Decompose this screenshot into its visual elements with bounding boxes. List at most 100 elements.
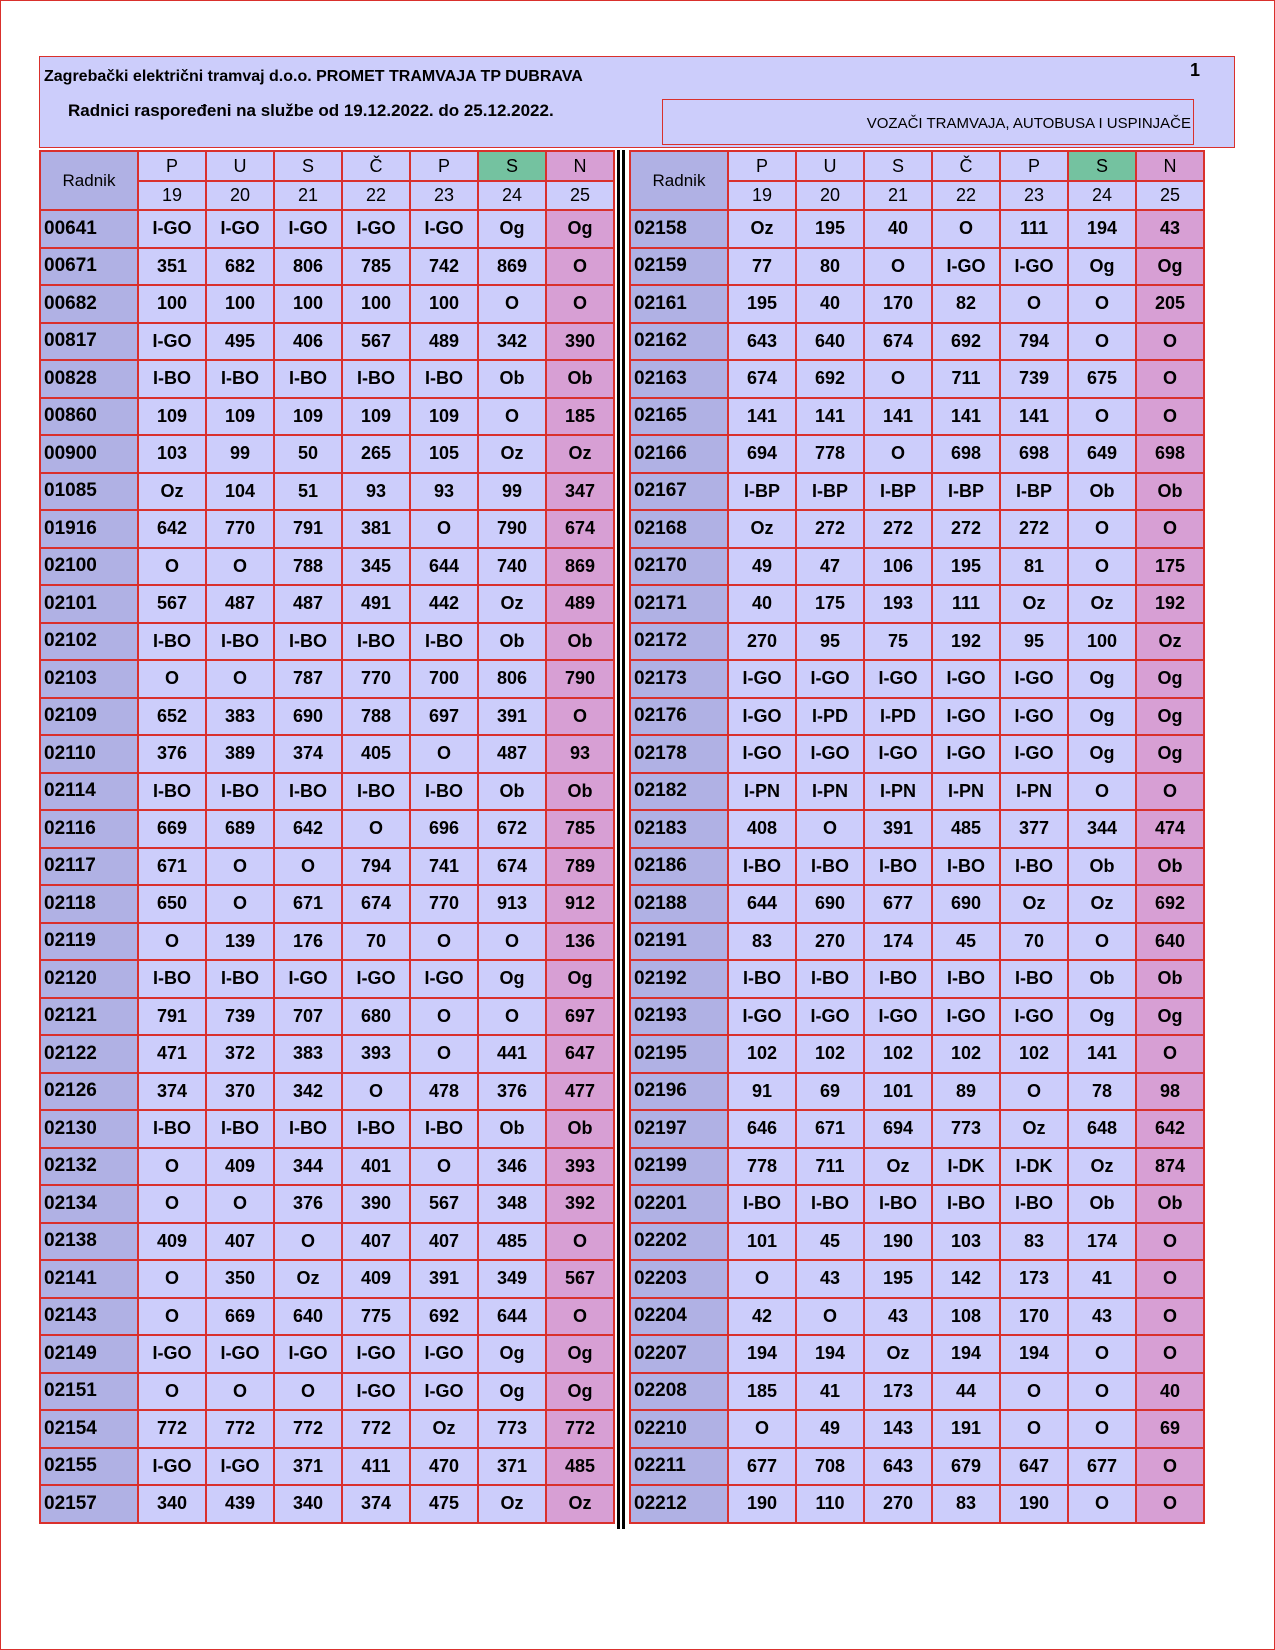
shift-cell: 45 — [931, 921, 1001, 961]
shift-cell: Og — [545, 1371, 615, 1411]
shift-cell: 471 — [137, 1034, 207, 1074]
shift-cell: 270 — [795, 921, 865, 961]
table-row: 02186 I-BO I-BO I-BO I-BO I-BO Ob Ob — [629, 846, 1205, 886]
shift-cell: 205 — [1135, 284, 1205, 324]
shift-cell: Oz — [545, 1484, 615, 1524]
shift-cell: O — [863, 359, 933, 399]
shift-cell: Oz — [477, 1484, 547, 1524]
shift-cell: 485 — [931, 809, 1001, 849]
shift-cell: 694 — [727, 434, 797, 474]
shift-cell: O — [1135, 509, 1205, 549]
column-header-date: 19 — [137, 180, 207, 211]
shift-cell: Ob — [545, 1109, 615, 1149]
shift-cell: 869 — [477, 246, 547, 286]
shift-cell: Ob — [1067, 1184, 1137, 1224]
shift-cell: 272 — [999, 509, 1069, 549]
shift-cell: O — [273, 1221, 343, 1261]
shift-cell: 692 — [409, 1296, 479, 1336]
shift-cell: I-GO — [205, 209, 275, 249]
schedule-table-right: Radnik P U S Č P S N 19 20 21 22 23 24 25 02158 Oz 195 40… — [629, 150, 1205, 1524]
table-row: 02193 I-GO I-GO I-GO I-GO I-GO Og Og — [629, 996, 1205, 1036]
shift-cell: 671 — [795, 1109, 865, 1149]
column-header-date: 25 — [1135, 180, 1205, 211]
shift-cell: Ob — [1135, 1184, 1205, 1224]
shift-cell: 194 — [795, 1334, 865, 1374]
shift-cell: Ob — [477, 1109, 547, 1149]
shift-cell: I-BP — [727, 471, 797, 511]
shift-cell: Ob — [477, 359, 547, 399]
table-row: 02119 O 139 176 70 O O 136 — [39, 921, 615, 961]
table-row: 02130 I-BO I-BO I-BO I-BO I-BO Ob Ob — [39, 1109, 615, 1149]
shift-cell: O — [1135, 321, 1205, 361]
table-row: 02163 674 692 O 711 739 675 O — [629, 359, 1205, 399]
employee-id: 02100 — [39, 546, 139, 586]
employee-id: 02193 — [629, 996, 729, 1036]
shift-cell: 487 — [477, 734, 547, 774]
shift-cell: 100 — [409, 284, 479, 324]
shift-cell: 441 — [477, 1034, 547, 1074]
shift-cell: Ob — [1067, 471, 1137, 511]
employee-id: 02116 — [39, 809, 139, 849]
employee-id: 02151 — [39, 1371, 139, 1411]
shift-cell: I-GO — [341, 959, 411, 999]
shift-cell: 108 — [931, 1296, 1001, 1336]
shift-cell: 51 — [273, 471, 343, 511]
employee-id: 01916 — [39, 509, 139, 549]
employee-id: 00860 — [39, 396, 139, 436]
shift-cell: 644 — [409, 546, 479, 586]
shift-cell: 677 — [727, 1446, 797, 1486]
employee-id: 02168 — [629, 509, 729, 549]
shift-cell: 643 — [863, 1446, 933, 1486]
shift-cell: 139 — [205, 921, 275, 961]
employee-id: 02210 — [629, 1409, 729, 1449]
column-header-day: S — [863, 150, 933, 182]
shift-cell: I-PN — [863, 771, 933, 811]
shift-cell: 347 — [545, 471, 615, 511]
employee-id: 02191 — [629, 921, 729, 961]
shift-cell: I-GO — [931, 659, 1001, 699]
shift-cell: 741 — [409, 846, 479, 886]
shift-cell: O — [1067, 771, 1137, 811]
shift-cell: 40 — [727, 584, 797, 624]
employee-id: 02141 — [39, 1259, 139, 1299]
table-divider — [617, 150, 625, 1529]
table-row: 02165 141 141 141 141 141 O O — [629, 396, 1205, 436]
table-row: 02158 Oz 195 40 O 111 194 43 — [629, 209, 1205, 249]
shift-cell: 692 — [1135, 884, 1205, 924]
table-row: 02199 778 711 Oz I-DK I-DK Oz 874 — [629, 1146, 1205, 1186]
shift-cell: Oz — [999, 1109, 1069, 1149]
table-row: 02195 102 102 102 102 102 141 O — [629, 1034, 1205, 1074]
employee-id: 02167 — [629, 471, 729, 511]
employee-id: 02173 — [629, 659, 729, 699]
shift-cell: O — [341, 809, 411, 849]
shift-cell: I-GO — [409, 1334, 479, 1374]
shift-cell: 174 — [863, 921, 933, 961]
shift-cell: Oz — [409, 1409, 479, 1449]
company-title: Zagrebački električni tramvaj d.o.o. PRO… — [44, 68, 583, 85]
shift-cell: O — [999, 1071, 1069, 1111]
shift-cell: 101 — [727, 1221, 797, 1261]
shift-cell: I-BP — [999, 471, 1069, 511]
shift-cell: O — [1135, 1446, 1205, 1486]
shift-cell: Og — [1067, 996, 1137, 1036]
shift-cell: Oz — [1067, 884, 1137, 924]
shift-cell: I-GO — [409, 959, 479, 999]
shift-cell: 689 — [205, 809, 275, 849]
shift-cell: 109 — [409, 396, 479, 436]
employee-id: 02165 — [629, 396, 729, 436]
shift-cell: 371 — [477, 1446, 547, 1486]
shift-cell: 475 — [409, 1484, 479, 1524]
shift-cell: 192 — [1135, 584, 1205, 624]
shift-cell: 567 — [341, 321, 411, 361]
shift-cell: Og — [1135, 696, 1205, 736]
shift-cell: 93 — [341, 471, 411, 511]
employee-id: 02202 — [629, 1221, 729, 1261]
column-header-day: P — [137, 150, 207, 182]
employee-id: 02195 — [629, 1034, 729, 1074]
shift-cell: Og — [1135, 734, 1205, 774]
shift-cell: O — [1067, 509, 1137, 549]
shift-cell: O — [1067, 1409, 1137, 1449]
shift-cell: 111 — [999, 209, 1069, 249]
shift-cell: O — [1067, 921, 1137, 961]
shift-cell: 195 — [931, 546, 1001, 586]
